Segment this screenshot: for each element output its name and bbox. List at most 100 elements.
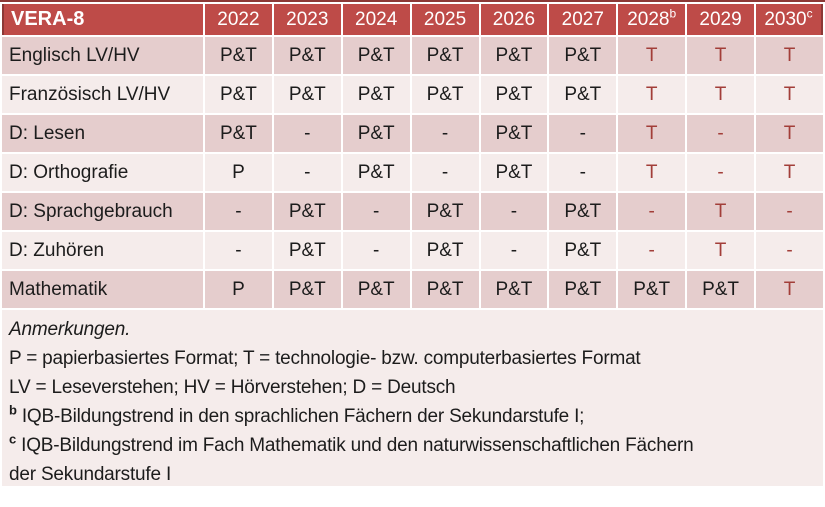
format-cell: T: [756, 271, 823, 308]
footnote-marker: b: [9, 402, 17, 418]
format-cell: P&T: [480, 154, 548, 191]
format-cell: P&T: [618, 271, 686, 308]
format-cell: P&T: [205, 37, 272, 74]
footnote-marker: c: [9, 431, 17, 447]
row-label: Mathematik: [2, 271, 203, 308]
format-cell: T: [687, 232, 754, 269]
format-cell: P&T: [549, 37, 617, 74]
row-label: D: Lesen: [2, 115, 203, 152]
format-cell: P&T: [687, 271, 754, 308]
note-line: b IQB-Bildungstrend in den sprachlichen …: [9, 402, 585, 427]
format-cell: -: [756, 193, 823, 230]
format-cell: -: [342, 193, 410, 230]
format-cell: P&T: [273, 193, 341, 230]
format-cell: P&T: [411, 271, 479, 308]
note-line: LV = Leseverstehen; HV = Hörverstehen; D…: [9, 377, 456, 398]
format-cell: -: [205, 232, 272, 269]
format-cell: P&T: [342, 154, 410, 191]
format-cell: P: [205, 271, 272, 308]
table-row: D: Zuhören - P&T - P&T - P&T - T -: [2, 232, 823, 269]
format-cell: P&T: [549, 76, 617, 113]
vera8-schedule-table: VERA-8 2022 2023 2024 2025 2026 2027 2028b 2029…: [0, 0, 825, 308]
format-cell: P&T: [273, 232, 341, 269]
format-cell: P&T: [411, 193, 479, 230]
year-column-header: 2026: [480, 4, 548, 35]
row-label: D: Sprachgebrauch: [2, 193, 203, 230]
format-cell: P&T: [480, 115, 548, 152]
footnote-marker: c: [806, 6, 813, 21]
format-cell: P&T: [480, 76, 548, 113]
format-cell: P: [205, 154, 272, 191]
format-cell: -: [618, 232, 686, 269]
format-cell: -: [549, 115, 617, 152]
year-column-header: 2027: [549, 4, 617, 35]
format-cell: P&T: [342, 115, 410, 152]
format-cell: T: [756, 76, 823, 113]
table-row: Mathematik P P&T P&T P&T P&T P&T P&T P&T T: [2, 271, 823, 308]
format-cell: T: [756, 37, 823, 74]
format-cell: P&T: [273, 76, 341, 113]
format-cell: P&T: [273, 271, 341, 308]
format-cell: -: [687, 115, 754, 152]
format-cell: -: [205, 193, 272, 230]
format-cell: T: [618, 115, 686, 152]
year-column-header: 2029: [687, 4, 754, 35]
notes-heading: Anmerkungen.: [9, 319, 131, 340]
format-cell: T: [687, 193, 754, 230]
year-column-header: 2022: [205, 4, 272, 35]
format-cell: P&T: [205, 115, 272, 152]
row-label: D: Zuhören: [2, 232, 203, 269]
format-cell: T: [756, 115, 823, 152]
format-cell: -: [342, 232, 410, 269]
row-label: Englisch LV/HV: [2, 37, 203, 74]
footnote-marker: b: [669, 6, 677, 21]
format-cell: -: [480, 232, 548, 269]
format-cell: T: [618, 154, 686, 191]
format-cell: P&T: [411, 76, 479, 113]
format-cell: T: [687, 76, 754, 113]
table-row: D: Lesen P&T - P&T - P&T - T - T: [2, 115, 823, 152]
format-cell: P&T: [342, 37, 410, 74]
format-cell: P&T: [549, 193, 617, 230]
row-label: D: Orthografie: [2, 154, 203, 191]
table-row: D: Sprachgebrauch - P&T - P&T - P&T - T -: [2, 193, 823, 230]
year-column-header: 2023: [273, 4, 341, 35]
format-cell: -: [618, 193, 686, 230]
table-title: VERA-8: [2, 4, 203, 35]
format-cell: -: [687, 154, 754, 191]
note-line: c IQB-Bildungstrend im Fach Mathematik u…: [9, 431, 694, 485]
format-cell: -: [480, 193, 548, 230]
format-cell: -: [273, 115, 341, 152]
format-cell: T: [618, 76, 686, 113]
format-cell: P&T: [273, 37, 341, 74]
year-column-header: 2028b: [618, 4, 686, 35]
format-cell: P&T: [549, 232, 617, 269]
format-cell: P&T: [342, 76, 410, 113]
year-column-header: 2025: [411, 4, 479, 35]
year-column-header: 2030c: [756, 4, 823, 35]
format-cell: -: [549, 154, 617, 191]
note-line: P = papierbasiertes Format; T = technolo…: [9, 348, 641, 369]
format-cell: P&T: [480, 271, 548, 308]
format-cell: T: [618, 37, 686, 74]
table-header-row: VERA-8 2022 2023 2024 2025 2026 2027 2028b 2029…: [2, 4, 823, 35]
format-cell: P&T: [411, 37, 479, 74]
format-cell: -: [756, 232, 823, 269]
table-body: Englisch LV/HV P&T P&T P&T P&T P&T P&T T T T Franz…: [2, 37, 823, 308]
year-column-header: 2024: [342, 4, 410, 35]
notes-section: Anmerkungen. P = papierbasiertes Format;…: [2, 310, 823, 486]
table-row: D: Orthografie P - P&T - P&T - T - T: [2, 154, 823, 191]
format-cell: P&T: [342, 271, 410, 308]
row-label: Französisch LV/HV: [2, 76, 203, 113]
format-cell: P&T: [205, 76, 272, 113]
notes-text-block: Anmerkungen. P = papierbasiertes Format;…: [9, 315, 709, 489]
format-cell: T: [756, 154, 823, 191]
format-cell: T: [687, 37, 754, 74]
format-cell: P&T: [480, 37, 548, 74]
format-cell: P&T: [411, 232, 479, 269]
table-row: Französisch LV/HV P&T P&T P&T P&T P&T P&T T T T: [2, 76, 823, 113]
format-cell: P&T: [549, 271, 617, 308]
format-cell: -: [273, 154, 341, 191]
format-cell: -: [411, 154, 479, 191]
